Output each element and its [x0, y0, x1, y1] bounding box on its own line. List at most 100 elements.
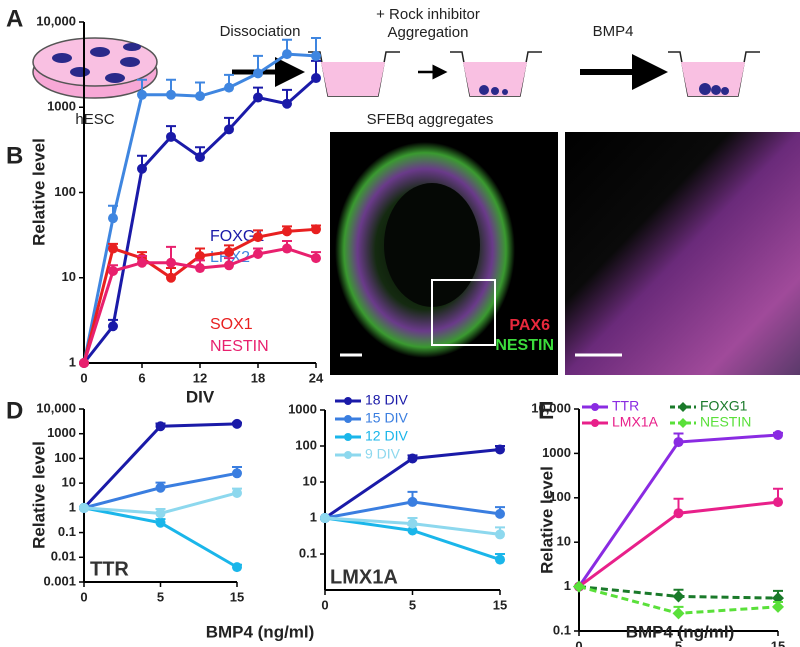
- y-tick-label: 100: [549, 489, 571, 504]
- data-point: [108, 243, 118, 254]
- data-point: [166, 272, 176, 283]
- data-point: [232, 487, 242, 498]
- x-axis-label: DIV: [186, 387, 215, 406]
- data-point: [232, 562, 242, 573]
- y-tick-label: 10,000: [36, 400, 76, 415]
- data-point: [137, 257, 147, 268]
- data-point: [166, 257, 176, 268]
- data-point: [573, 580, 585, 593]
- data-point: [155, 421, 166, 432]
- y-tick-label: 0.1: [299, 545, 317, 560]
- y-tick-label: 1: [69, 354, 76, 369]
- data-point: [108, 321, 118, 332]
- legend-label: TTR: [612, 398, 639, 414]
- panel-label: D: [6, 397, 23, 424]
- data-point: [673, 437, 684, 448]
- data-point: [224, 260, 234, 271]
- legend-marker: [344, 451, 352, 459]
- data-point: [282, 243, 292, 254]
- data-point: [320, 513, 330, 523]
- data-point: [195, 91, 205, 102]
- y-tick-label: 0.01: [51, 549, 76, 564]
- data-point: [137, 89, 147, 100]
- y-tick-label: 1: [564, 578, 571, 593]
- legend-label: 18 DIV: [365, 392, 408, 408]
- data-point: [224, 82, 234, 93]
- data-point: [282, 49, 292, 60]
- y-tick-label: 10: [557, 534, 571, 549]
- x-tick-label: 0: [321, 597, 328, 612]
- x-tick-label: 0: [575, 638, 582, 647]
- y-tick-label: 0.1: [58, 524, 76, 539]
- step-label: Dissociation: [220, 23, 301, 40]
- stain-label: PAX6: [509, 317, 550, 334]
- x-axis-label: BMP4 (ng/ml): [206, 622, 315, 641]
- data-point: [495, 529, 505, 540]
- x-tick-label: 24: [309, 370, 324, 385]
- panel-label: B: [6, 142, 23, 169]
- legend-marker: [678, 402, 688, 412]
- data-point: [407, 453, 418, 464]
- data-point: [311, 73, 321, 84]
- y-tick-label: 1: [310, 509, 317, 524]
- data-point: [311, 224, 321, 235]
- data-point: [253, 68, 263, 79]
- x-tick-label: 5: [675, 638, 682, 647]
- data-point: [773, 497, 783, 508]
- x-tick-label: 15: [230, 589, 244, 604]
- y-tick-label: 10,000: [36, 13, 76, 28]
- data-point: [311, 50, 321, 61]
- y-tick-label: 0.001: [43, 573, 76, 588]
- data-point: [155, 508, 166, 519]
- data-point: [232, 468, 242, 479]
- data-point: [108, 265, 118, 276]
- y-tick-label: 1000: [47, 425, 76, 440]
- y-axis-label: Relative level: [537, 466, 556, 574]
- panel-label: E: [538, 397, 554, 424]
- data-point: [195, 263, 205, 274]
- series-line: [82, 76, 317, 364]
- y-tick-label: 10,000: [531, 400, 571, 415]
- x-tick-label: 5: [157, 589, 164, 604]
- legend-label: 15 DIV: [365, 410, 408, 426]
- x-tick-label: 5: [409, 597, 416, 612]
- x-tick-label: 18: [251, 370, 265, 385]
- legend-label: FOXG1: [700, 398, 748, 414]
- data-point: [407, 518, 418, 529]
- aggregates-label: SFEBq aggregates: [367, 111, 494, 128]
- data-point: [224, 247, 234, 258]
- data-point: [232, 418, 242, 429]
- data-point: [79, 358, 89, 368]
- x-axis-label: BMP4 (ng/ml): [626, 622, 735, 641]
- data-point: [673, 508, 684, 519]
- legend-label: NESTIN: [700, 414, 751, 430]
- legend-marker: [344, 397, 352, 405]
- legend-label: 9 DIV: [365, 446, 401, 462]
- series-line: [82, 422, 238, 509]
- data-point: [773, 429, 783, 440]
- data-point: [282, 226, 292, 237]
- data-point: [155, 517, 166, 528]
- data-point: [672, 607, 685, 620]
- data-point: [772, 600, 784, 613]
- data-point: [672, 590, 685, 603]
- legend-marker: [344, 415, 352, 423]
- legend-marker: [344, 433, 352, 441]
- data-point: [407, 525, 418, 536]
- legend-marker: [591, 419, 599, 427]
- data-point: [137, 163, 147, 174]
- data-point: [311, 253, 321, 264]
- x-tick-label: 6: [138, 370, 145, 385]
- data-point: [166, 131, 176, 142]
- start-label: hESC: [75, 111, 114, 128]
- data-point: [108, 213, 118, 224]
- data-point: [155, 482, 166, 493]
- data-point: [253, 232, 263, 243]
- y-tick-label: 10: [62, 269, 76, 284]
- micrograph: [330, 132, 800, 375]
- y-tick-label: 1000: [542, 445, 571, 460]
- y-tick-label: 100: [54, 450, 76, 465]
- x-tick-label: 0: [80, 370, 87, 385]
- x-tick-label: 15: [493, 597, 507, 612]
- legend-label: NESTIN: [210, 338, 269, 355]
